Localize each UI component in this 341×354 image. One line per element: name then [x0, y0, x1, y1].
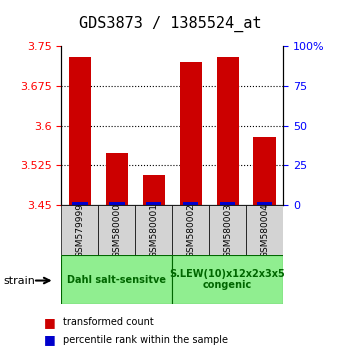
Text: S.LEW(10)x12x2x3x5
congenic: S.LEW(10)x12x2x3x5 congenic — [170, 269, 285, 291]
FancyBboxPatch shape — [61, 205, 98, 255]
Text: GSM580002: GSM580002 — [186, 202, 195, 258]
Text: GSM580003: GSM580003 — [223, 202, 232, 258]
FancyBboxPatch shape — [209, 205, 246, 255]
Bar — [253, 137, 276, 205]
Text: GSM579999: GSM579999 — [75, 202, 84, 258]
FancyBboxPatch shape — [246, 205, 283, 255]
Text: ■: ■ — [44, 333, 56, 346]
Bar — [220, 202, 235, 205]
Text: GSM580004: GSM580004 — [260, 202, 269, 258]
Text: GSM580001: GSM580001 — [149, 202, 158, 258]
Text: strain: strain — [3, 276, 35, 286]
Bar — [72, 202, 88, 205]
Bar — [69, 57, 91, 205]
FancyBboxPatch shape — [172, 255, 283, 304]
Bar — [183, 202, 198, 205]
Bar — [143, 175, 165, 205]
Bar — [180, 62, 202, 205]
FancyBboxPatch shape — [172, 205, 209, 255]
Bar — [146, 202, 162, 205]
Text: ■: ■ — [44, 316, 56, 329]
Bar — [257, 202, 272, 205]
Text: percentile rank within the sample: percentile rank within the sample — [63, 335, 228, 345]
Bar — [217, 57, 239, 205]
Text: GDS3873 / 1385524_at: GDS3873 / 1385524_at — [79, 16, 262, 32]
Bar — [106, 153, 128, 205]
FancyBboxPatch shape — [135, 205, 172, 255]
Bar — [109, 202, 124, 205]
Text: transformed count: transformed count — [63, 317, 154, 327]
FancyBboxPatch shape — [98, 205, 135, 255]
Text: Dahl salt-sensitve: Dahl salt-sensitve — [67, 275, 166, 285]
Text: GSM580000: GSM580000 — [112, 202, 121, 258]
FancyBboxPatch shape — [61, 255, 172, 304]
